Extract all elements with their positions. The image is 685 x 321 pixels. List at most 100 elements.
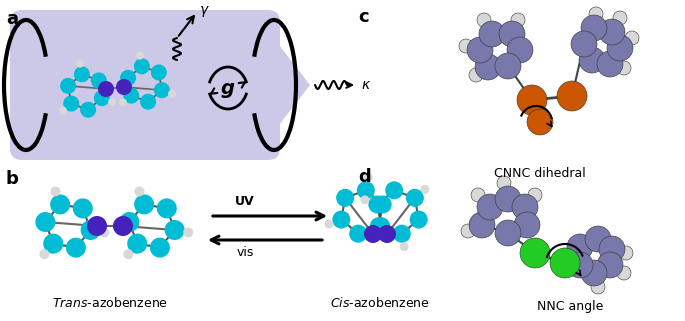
- Circle shape: [479, 21, 505, 47]
- Circle shape: [364, 173, 373, 182]
- Circle shape: [136, 52, 144, 60]
- Text: UV: UV: [235, 195, 255, 208]
- Circle shape: [80, 102, 96, 118]
- Circle shape: [63, 96, 79, 112]
- Text: CNNC dihedral: CNNC dihedral: [494, 167, 586, 180]
- Circle shape: [364, 225, 382, 243]
- Circle shape: [507, 37, 533, 63]
- Circle shape: [607, 35, 633, 61]
- Circle shape: [528, 188, 542, 202]
- Circle shape: [557, 81, 587, 111]
- Circle shape: [511, 13, 525, 27]
- Circle shape: [512, 194, 538, 220]
- Circle shape: [599, 19, 625, 45]
- Circle shape: [406, 189, 424, 207]
- Polygon shape: [266, 28, 310, 142]
- Circle shape: [597, 51, 623, 77]
- Circle shape: [164, 220, 185, 240]
- Circle shape: [150, 238, 170, 258]
- Circle shape: [116, 79, 132, 95]
- Circle shape: [585, 226, 611, 252]
- Circle shape: [469, 68, 483, 82]
- Circle shape: [123, 249, 134, 259]
- Circle shape: [151, 65, 166, 81]
- Circle shape: [360, 195, 369, 204]
- Circle shape: [410, 211, 427, 229]
- Circle shape: [399, 242, 409, 251]
- Circle shape: [581, 260, 607, 286]
- Circle shape: [81, 220, 101, 240]
- Circle shape: [50, 195, 70, 214]
- Circle shape: [567, 252, 593, 278]
- Circle shape: [517, 85, 547, 115]
- Text: κ: κ: [361, 78, 369, 92]
- Circle shape: [613, 11, 627, 25]
- Circle shape: [469, 212, 495, 238]
- Circle shape: [98, 81, 114, 97]
- Circle shape: [76, 60, 84, 68]
- Circle shape: [385, 181, 403, 199]
- Circle shape: [495, 53, 521, 79]
- Circle shape: [378, 225, 396, 243]
- Circle shape: [134, 195, 154, 214]
- Circle shape: [497, 176, 511, 190]
- Circle shape: [619, 246, 633, 260]
- Circle shape: [168, 90, 176, 98]
- Circle shape: [617, 266, 631, 280]
- Circle shape: [349, 225, 367, 243]
- Circle shape: [421, 185, 429, 194]
- Circle shape: [372, 217, 390, 235]
- Circle shape: [73, 198, 92, 218]
- Circle shape: [184, 227, 193, 238]
- Circle shape: [514, 212, 540, 238]
- Circle shape: [154, 82, 170, 98]
- Circle shape: [550, 248, 580, 278]
- Circle shape: [477, 13, 491, 27]
- Circle shape: [157, 198, 177, 218]
- Circle shape: [336, 189, 354, 207]
- Circle shape: [113, 216, 133, 236]
- Circle shape: [140, 94, 156, 110]
- Circle shape: [59, 107, 67, 115]
- Circle shape: [91, 73, 107, 88]
- Text: a: a: [6, 10, 18, 28]
- Circle shape: [325, 220, 334, 229]
- Circle shape: [51, 187, 60, 196]
- Circle shape: [369, 195, 386, 213]
- Circle shape: [471, 188, 485, 202]
- Circle shape: [477, 194, 503, 220]
- Circle shape: [499, 21, 525, 47]
- Circle shape: [579, 47, 605, 73]
- Text: γ: γ: [200, 3, 208, 17]
- Circle shape: [567, 234, 593, 260]
- Circle shape: [74, 66, 90, 82]
- Text: c: c: [358, 8, 369, 26]
- Circle shape: [66, 238, 86, 258]
- Circle shape: [374, 195, 392, 213]
- Circle shape: [591, 280, 605, 294]
- Circle shape: [617, 61, 631, 75]
- Circle shape: [108, 98, 116, 106]
- Circle shape: [119, 99, 127, 107]
- Circle shape: [571, 31, 597, 57]
- Circle shape: [461, 224, 475, 238]
- Circle shape: [134, 187, 145, 196]
- Text: b: b: [6, 170, 19, 188]
- Circle shape: [393, 225, 411, 243]
- Circle shape: [43, 234, 63, 254]
- Circle shape: [597, 252, 623, 278]
- Circle shape: [39, 249, 49, 259]
- Circle shape: [459, 39, 473, 53]
- Circle shape: [60, 78, 76, 94]
- Circle shape: [332, 211, 350, 229]
- Text: vis: vis: [236, 246, 253, 259]
- Circle shape: [581, 15, 607, 41]
- Circle shape: [384, 230, 393, 239]
- Text: NNC angle: NNC angle: [537, 300, 603, 313]
- Circle shape: [370, 217, 388, 235]
- Text: $\it{Trans}$-azobenzene: $\it{Trans}$-azobenzene: [52, 296, 168, 310]
- Circle shape: [589, 7, 603, 21]
- Circle shape: [127, 234, 147, 254]
- Circle shape: [99, 227, 109, 238]
- Circle shape: [87, 216, 107, 236]
